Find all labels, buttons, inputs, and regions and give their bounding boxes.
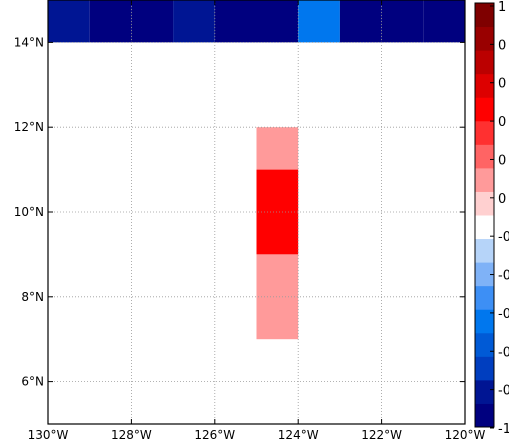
heatmap-cell [339,0,382,43]
colorbar-tick-label: -0 [498,307,509,322]
colorbar-segment [475,191,494,216]
heatmap-cell [214,0,257,43]
colorbar-segment [475,50,494,75]
colorbar-tick-label: 0 [498,153,506,168]
colorbar-segment [475,238,494,263]
heatmap-cell [423,0,465,43]
x-tick-label: 120°W [445,428,486,442]
colorbar-segment [475,356,494,381]
colorbar-segment [475,167,494,192]
colorbar-frame [474,2,495,428]
colorbar-tick-label: 0 [498,77,506,92]
heatmap-cell [381,0,424,43]
colorbar-tick-label: 0 [498,192,506,207]
colorbar-tick-label: -0 [498,384,509,399]
axis-ticks [47,0,466,424]
colorbar-segment [475,309,494,334]
colorbar-segment [475,332,494,357]
colorbar-segment [475,262,494,287]
y-tick-label: 10°N [14,205,44,219]
x-tick-label: 128°W [111,428,152,442]
colorbar-tick-label: -0 [498,230,509,245]
colorbar-segment [475,26,494,51]
heatmap-cell [256,0,299,43]
cells-layer [48,0,465,340]
colorbar-tick-label: -0 [498,345,509,360]
colorbar-segment [475,3,494,28]
colorbar-segment [475,73,494,98]
heatmap-cell [131,0,174,43]
y-tick-label: 8°N [21,290,44,304]
y-tick-label: 6°N [21,375,44,389]
gridlines [48,0,465,424]
colorbar: 1 0 0 0 0 0 -0 -0 -0 -0 -0 -1 [474,0,509,437]
heatmap-cell [298,0,340,43]
y-tick-label: 12°N [14,120,44,134]
colorbar-tick-label: -1 [498,422,509,437]
heatmap-cell [173,0,215,43]
colorbar-segment [475,215,494,240]
x-tick-label: 122°W [361,428,402,442]
colorbar-segment [475,379,494,404]
heatmap-cell [48,0,90,43]
heatmap-cell [256,127,299,170]
x-tick-label: 130°W [28,428,69,442]
colorbar-segment [475,403,494,428]
colorbar-segment [475,120,494,145]
x-tick-label: 124°W [278,428,319,442]
colorbar-tick-label: -0 [498,269,509,284]
colorbar-tick-label: 0 [498,115,506,130]
colorbar-segment [475,97,494,122]
x-tick-label: 126°W [194,428,235,442]
colorbar-tick-label: 0 [498,38,506,53]
y-tick-label: 14°N [14,35,44,49]
colorbar-segment [475,144,494,169]
colorbar-segment [475,285,494,310]
axis-tick-labels: 130°W 128°W 126°W 124°W 122°W 120°W 6°N 8°N 10°N… [14,35,486,442]
colorbar-tick-label: 1 [498,0,506,15]
heatmap-cell [89,0,132,43]
